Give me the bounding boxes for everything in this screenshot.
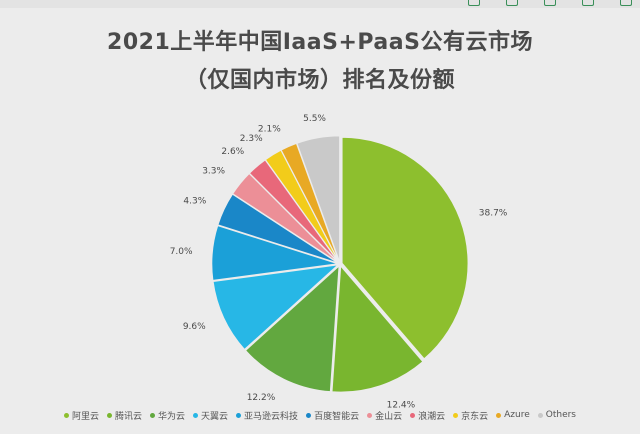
legend-label: 阿里云 (71, 411, 99, 422)
legend-swatch (63, 412, 69, 418)
legend-item: 天翼云 (193, 409, 228, 422)
slice-data-label: 7.0% (170, 247, 193, 257)
legend-label: Azure (504, 410, 530, 420)
toolbar-icon[interactable] (506, 0, 518, 6)
chart-title-line-1: 2021上半年中国IaaS+PaaS公有云市场 (107, 30, 533, 55)
legend-item: 浪潮云 (410, 409, 445, 422)
legend-label: Others (545, 410, 576, 420)
pie-slice-11 (296, 135, 341, 263)
toolbar-icons (468, 0, 632, 8)
legend-label: 浪潮云 (418, 411, 446, 422)
legend-item: Azure (496, 410, 530, 420)
legend-label: 金山云 (375, 411, 403, 422)
pie-slice-1 (341, 136, 469, 360)
slice-data-label: 2.1% (258, 124, 281, 134)
pie-slice-6 (217, 193, 339, 264)
slice-data-label: 12.2% (247, 393, 276, 403)
toolbar-icon[interactable] (544, 0, 556, 6)
slice-data-label: 12.4% (387, 400, 416, 410)
legend-swatch (453, 412, 459, 418)
legend-item: 百度智能云 (306, 409, 359, 422)
pie-slice-4 (212, 264, 340, 351)
legend-swatch (150, 412, 156, 418)
legend-item: 亚马逊云科技 (236, 409, 298, 422)
legend-label: 腾讯云 (115, 411, 143, 422)
legend-swatch (367, 412, 373, 418)
top-toolbar-strip (0, 0, 640, 8)
slice-data-label: 4.3% (183, 197, 206, 207)
pie-slice-5 (211, 224, 338, 281)
slice-data-label: 9.6% (183, 322, 206, 332)
slice-data-label: 38.7% (479, 209, 508, 219)
pie-slice-3 (244, 264, 340, 393)
legend-swatch (306, 412, 312, 418)
legend-swatch (496, 412, 502, 418)
toolbar-icon[interactable] (620, 0, 632, 6)
slice-data-label: 2.6% (221, 147, 244, 157)
legend-swatch (193, 412, 199, 418)
legend-item: 阿里云 (63, 409, 99, 422)
slice-data-label: 3.3% (202, 167, 225, 177)
pie-slice-10 (280, 142, 340, 263)
toolbar-icon[interactable] (582, 0, 594, 6)
legend-item: 腾讯云 (107, 409, 142, 422)
chart-title-line-2: （仅国内市场）排名及份额 (184, 68, 455, 93)
legend-label: 天翼云 (201, 411, 229, 422)
chart-legend: 阿里云 腾讯云 华为云 天翼云 亚马逊云科技 百度智能云 金山云 浪潮云 京东云 Azure Oth… (0, 405, 640, 425)
legend-swatch (236, 412, 242, 418)
legend-item: Others (537, 410, 576, 420)
legend-label: 京东云 (461, 411, 489, 422)
legend-item: 华为云 (150, 409, 185, 422)
slice-data-label: 5.5% (303, 114, 326, 124)
legend-item: 京东云 (453, 409, 488, 422)
legend-item: 金山云 (367, 409, 402, 422)
legend-label: 华为云 (158, 411, 186, 422)
legend-swatch (537, 412, 543, 418)
pie-slice-2 (331, 264, 424, 393)
legend-swatch (107, 412, 112, 418)
legend-label: 亚马逊云科技 (244, 411, 299, 422)
toolbar-icon[interactable] (468, 0, 480, 6)
slice-data-label: 2.3% (240, 134, 263, 144)
legend-swatch (410, 412, 416, 418)
legend-label: 百度智能云 (314, 411, 360, 422)
